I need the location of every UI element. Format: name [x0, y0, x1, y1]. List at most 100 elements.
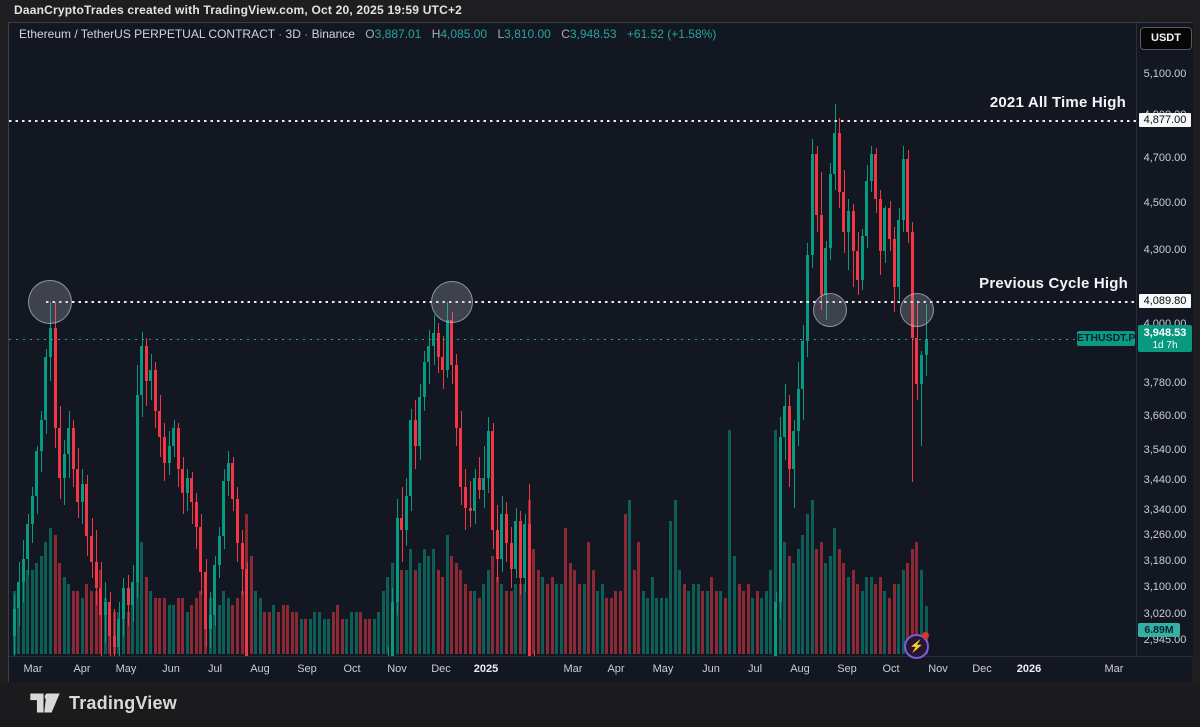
volume-bar — [459, 570, 463, 654]
currency-toggle-button[interactable]: USDT — [1140, 27, 1192, 50]
candle-body — [774, 601, 778, 656]
volume-bar — [764, 591, 768, 654]
volume-bar — [35, 563, 39, 654]
volume-bar — [58, 563, 62, 654]
volume-bar — [869, 577, 873, 654]
volume-bar — [445, 535, 449, 654]
volume-bar — [655, 598, 659, 654]
volume-bar — [751, 598, 755, 654]
volume-bar — [172, 605, 176, 654]
volume-bar — [865, 577, 869, 654]
volume-bar — [190, 605, 194, 654]
volume-bar — [769, 570, 773, 654]
volume-bar — [650, 577, 654, 654]
candle-body — [815, 154, 819, 216]
volume-bar — [217, 605, 221, 654]
candle-body — [167, 445, 171, 464]
highlight-circle — [28, 280, 73, 325]
volume-bar — [591, 570, 595, 654]
volume-bar — [404, 570, 408, 654]
price-tick-label: 3,440.00 — [1143, 473, 1187, 486]
volume-bar — [546, 584, 550, 654]
last-price-value: 3,948.53 — [1143, 326, 1187, 339]
candle-body — [12, 608, 16, 637]
candle-body — [395, 517, 399, 602]
volume-bar — [48, 528, 52, 654]
volume-bar — [696, 584, 700, 654]
volume-bar — [409, 549, 413, 654]
tradingview-logo-text: TradingView — [69, 692, 177, 713]
change-value: +61.52 (+1.58%) — [626, 27, 717, 41]
time-label-month: Oct — [882, 663, 900, 675]
annotation-pch-text: Previous Cycle High — [979, 275, 1128, 293]
ohlc-open-value: 3,887.01 — [374, 27, 422, 41]
tradingview-logo[interactable]: TradingView — [30, 692, 177, 714]
volume-bar — [805, 514, 809, 654]
volume-bar — [673, 500, 677, 654]
watermark-bar: DaanCryptoTrades created with TradingVie… — [0, 0, 1200, 22]
volume-bar — [564, 528, 568, 654]
volume-bar — [495, 577, 499, 654]
price-tick-label: 3,020.00 — [1143, 608, 1187, 621]
candle-body — [459, 428, 463, 487]
candle-body — [194, 502, 198, 527]
time-axis[interactable]: Mar Apr May Jun Jul Aug Sep Oct Nov Dec 2025 Mar Apr… — [9, 656, 1192, 683]
time-label-month: Aug — [250, 663, 270, 675]
volume-bar — [386, 577, 390, 654]
volume-bar — [436, 570, 440, 654]
volume-bar — [897, 584, 901, 654]
volume-value-tag: 6.89M — [1138, 623, 1180, 637]
volume-bar — [888, 598, 892, 654]
volume-bar — [354, 612, 358, 654]
volume-bar — [568, 563, 572, 654]
symbol-header[interactable]: Ethereum / TetherUS PERPETUAL CONTRACT ·… — [19, 27, 717, 41]
volume-bar — [714, 591, 718, 654]
candle-body — [140, 346, 144, 395]
volume-bar — [783, 542, 787, 654]
volume-bar — [26, 570, 30, 654]
volume-bar — [924, 605, 928, 654]
time-label-month: Dec — [431, 663, 451, 675]
volume-bar — [792, 563, 796, 654]
candle-body — [71, 428, 75, 469]
volume-bar — [80, 598, 84, 654]
volume-bar — [523, 584, 527, 654]
candle-body — [117, 618, 121, 647]
candle-body — [819, 215, 823, 295]
candle-body — [176, 428, 180, 469]
volume-bar — [755, 591, 759, 654]
volume-bar — [550, 577, 554, 654]
volume-bar — [167, 605, 171, 654]
volume-bar — [226, 598, 230, 654]
volume-bar — [450, 556, 454, 654]
time-label-month: May — [652, 663, 674, 675]
candle-body — [441, 356, 445, 371]
candle-body — [235, 499, 239, 543]
last-price-tag: 3,948.53 1d 7h — [1138, 324, 1192, 352]
volume-bar — [874, 584, 878, 654]
timeframe[interactable]: 3D — [285, 27, 301, 41]
volume-bar — [131, 605, 135, 654]
symbol-name[interactable]: Ethereum / TetherUS PERPETUAL CONTRACT — [19, 27, 275, 41]
volume-bar — [737, 584, 741, 654]
volume-bar — [162, 598, 166, 654]
volume-bar — [222, 591, 226, 654]
price-axis[interactable]: 5,100.004,900.004,700.004,500.004,300.00… — [1136, 23, 1193, 656]
candle-wick — [114, 608, 116, 656]
time-label-month: Apr — [73, 663, 91, 675]
chart-plot-area[interactable]: 2021 All Time High Previous Cycle High — [9, 23, 1136, 656]
candle-body — [495, 530, 499, 559]
highlight-circle — [430, 281, 473, 324]
volume-bar — [295, 612, 299, 654]
volume-bar — [267, 612, 271, 654]
candle-body — [833, 132, 837, 175]
candle-body — [162, 436, 166, 464]
candle-body — [30, 496, 34, 524]
candle-body — [400, 517, 404, 531]
volume-bar — [477, 598, 481, 654]
candle-body — [48, 327, 52, 357]
watermark-text: DaanCryptoTrades created with TradingVie… — [14, 3, 463, 17]
volume-bar — [340, 619, 344, 654]
volume-bar — [336, 605, 340, 654]
volume-bar — [582, 584, 586, 654]
